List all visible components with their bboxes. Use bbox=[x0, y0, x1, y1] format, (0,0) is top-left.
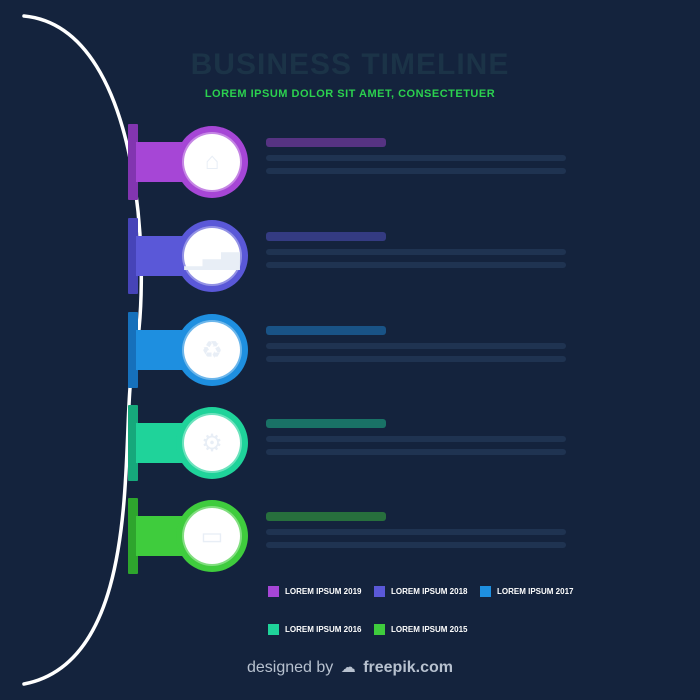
legend-item: LOREM IPSUM 2016 bbox=[268, 624, 361, 635]
legend-item: LOREM IPSUM 2019 bbox=[268, 586, 361, 597]
legend-swatch bbox=[268, 624, 279, 635]
gear-icon: ⚙ bbox=[184, 415, 240, 471]
legend-swatch bbox=[374, 624, 385, 635]
timeline-ring: ⌂ bbox=[176, 126, 248, 198]
chart-icon: ▁▃▅ bbox=[184, 228, 240, 284]
timeline-ring: ▭ bbox=[176, 500, 248, 572]
step-placeholder-text bbox=[266, 232, 596, 275]
legend-label: LOREM IPSUM 2015 bbox=[391, 625, 468, 634]
timeline-step-2016: ⚙ bbox=[128, 405, 688, 483]
freepik-logo-icon: ☁ bbox=[340, 659, 356, 676]
timeline-bar bbox=[128, 218, 138, 294]
timeline-bar bbox=[128, 124, 138, 200]
timeline-bar bbox=[128, 405, 138, 481]
legend-label: LOREM IPSUM 2019 bbox=[285, 587, 362, 596]
timeline-ring: ▁▃▅ bbox=[176, 220, 248, 292]
timeline-bar bbox=[128, 498, 138, 574]
recycle-icon: ♻ bbox=[184, 322, 240, 378]
step-placeholder-text bbox=[266, 512, 596, 555]
legend-label: LOREM IPSUM 2016 bbox=[285, 625, 362, 634]
legend-label: LOREM IPSUM 2018 bbox=[391, 587, 468, 596]
page-subtitle: LOREM IPSUM DOLOR SIT AMET, CONSECTETUER bbox=[204, 88, 496, 100]
legend-item: LOREM IPSUM 2015 bbox=[374, 624, 467, 635]
legend-item: LOREM IPSUM 2017 bbox=[480, 586, 573, 597]
page-title: BUSINESS TIMELINE bbox=[190, 48, 510, 81]
document-icon: ▭ bbox=[184, 508, 240, 564]
legend-item: LOREM IPSUM 2018 bbox=[374, 586, 467, 597]
legend-label: LOREM IPSUM 2017 bbox=[497, 587, 574, 596]
legend-swatch bbox=[480, 586, 491, 597]
timeline-step-2019: ⌂ bbox=[128, 124, 688, 202]
credit-brand: freepik.com bbox=[363, 659, 453, 676]
timeline-ring: ♻ bbox=[176, 314, 248, 386]
step-placeholder-text bbox=[266, 326, 596, 369]
timeline-ring: ⚙ bbox=[176, 407, 248, 479]
legend-swatch bbox=[374, 586, 385, 597]
credit-prefix: designed by bbox=[246, 659, 334, 676]
timeline-step-2018: ▁▃▅ bbox=[128, 218, 688, 296]
credit[interactable]: designed by ☁ freepik.com bbox=[0, 658, 700, 677]
legend-swatch bbox=[268, 586, 279, 597]
step-placeholder-text bbox=[266, 138, 596, 181]
home-icon: ⌂ bbox=[184, 134, 240, 190]
timeline-bar bbox=[128, 312, 138, 388]
timeline-step-2015: ▭ bbox=[128, 498, 688, 576]
timeline-step-2017: ♻ bbox=[128, 312, 688, 390]
step-placeholder-text bbox=[266, 419, 596, 462]
